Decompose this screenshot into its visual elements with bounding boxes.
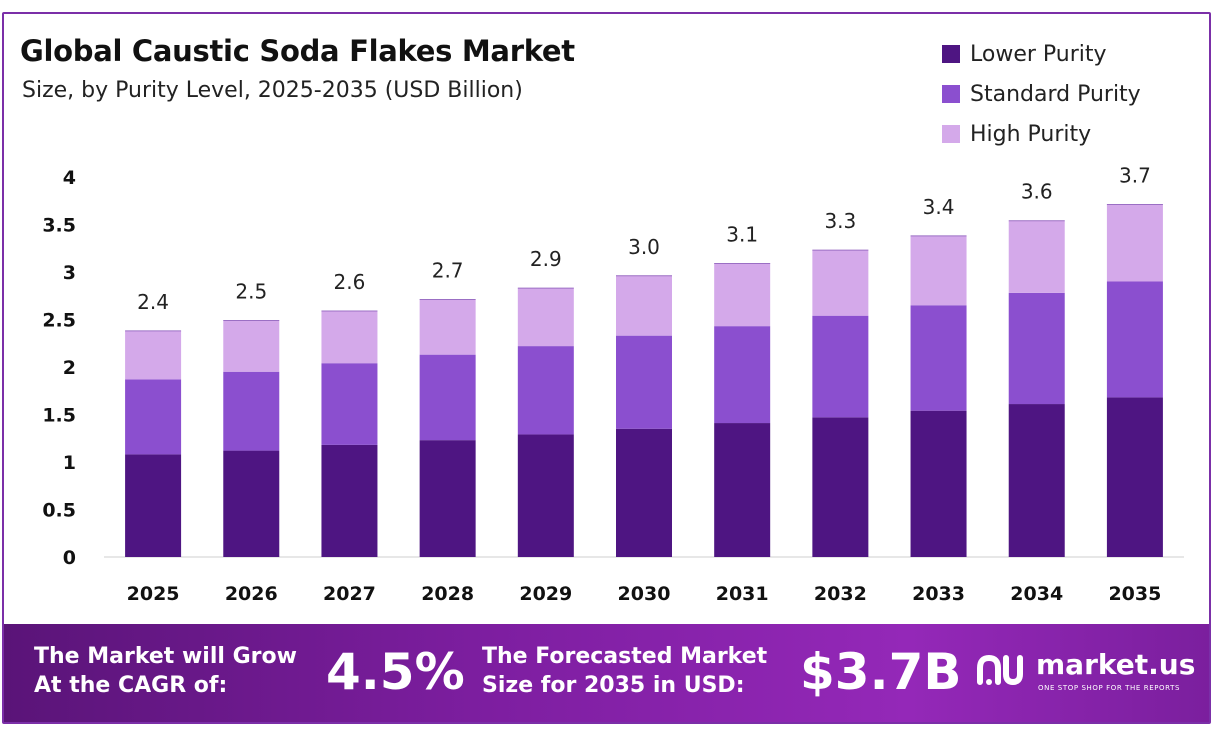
chart-plot-area: 0 0.5 1 1.5 2 2.5 3 3.5 4 2.4 2025 2.5 2026 2.6 2027 2.… [42, 164, 1184, 605]
bar-2026-lower-purity [223, 450, 280, 557]
bar-2033-high-purity [910, 235, 967, 306]
y-tick-label-1: 0.5 [42, 500, 76, 522]
data-label-2029: 2.9 [530, 247, 562, 271]
y-tick-label-6: 3 [63, 262, 76, 284]
legend-label-high-purity: High Purity [970, 121, 1092, 147]
bar-2032-lower-purity [812, 417, 869, 557]
x-tick-label-2034: 2034 [1010, 583, 1063, 605]
bar-2035-standard-purity [1106, 281, 1163, 398]
bar-2033-lower-purity [910, 410, 967, 557]
legend-swatch-lower-purity [942, 45, 960, 63]
data-label-2032: 3.3 [824, 209, 856, 233]
bar-2025-standard-purity [125, 379, 182, 455]
legend-label-lower-purity: Lower Purity [970, 41, 1107, 67]
data-label-2033: 3.4 [923, 195, 955, 219]
y-tick-label-3: 1.5 [42, 405, 76, 427]
cagr-text-line-1: The Market will Grow [34, 644, 297, 669]
y-tick-label-7: 3.5 [42, 215, 76, 237]
data-label-2025: 2.4 [137, 290, 169, 314]
cagr-text: The Market will Grow At the CAGR of: [34, 642, 297, 700]
y-tick-label-4: 2 [63, 357, 76, 379]
y-tick-label-2: 1 [63, 452, 76, 474]
data-label-2035: 3.7 [1119, 164, 1151, 188]
legend-item-standard-purity: Standard Purity [942, 74, 1141, 114]
data-label-2031: 3.1 [726, 222, 758, 246]
legend-swatch-standard-purity [942, 85, 960, 103]
forecast-text-line-1: The Forecasted Market [482, 644, 768, 669]
forecast-value: $3.7B [800, 643, 962, 701]
chart-title: Global Caustic Soda Flakes Market [20, 34, 575, 68]
bar-2029-standard-purity [517, 346, 574, 435]
x-tick-label-2030: 2030 [618, 583, 671, 605]
bar-2030-lower-purity [616, 428, 672, 557]
bar-2035-lower-purity [1106, 397, 1163, 557]
y-tick-label-0: 0 [63, 547, 76, 569]
bar-2029-lower-purity [517, 434, 574, 557]
bar-2034-high-purity [1008, 220, 1065, 293]
chart-subtitle: Size, by Purity Level, 2025-2035 (USD Bi… [22, 78, 523, 103]
brand-name: market.us [1036, 648, 1196, 681]
bar-2028-standard-purity [419, 354, 476, 441]
bar-2034-standard-purity [1008, 292, 1065, 405]
y-tick-label-8: 4 [63, 167, 76, 189]
forecast-text-line-2: Size for 2035 in USD: [482, 673, 745, 698]
x-tick-label-2025: 2025 [127, 583, 180, 605]
data-label-2034: 3.6 [1021, 180, 1053, 204]
legend-item-high-purity: High Purity [942, 114, 1141, 154]
x-tick-label-2029: 2029 [519, 583, 572, 605]
bar-2032-high-purity [812, 250, 869, 316]
data-label-2026: 2.5 [235, 279, 267, 303]
bar-2025-high-purity [125, 330, 182, 380]
data-label-2030: 3.0 [628, 235, 660, 259]
x-tick-label-2031: 2031 [716, 583, 769, 605]
market-us-logo-icon [977, 654, 1023, 686]
y-tick-label-5: 2.5 [42, 310, 76, 332]
footer-banner: The Market will Grow At the CAGR of: 4.5… [4, 624, 1209, 722]
brand-tagline: ONE STOP SHOP FOR THE REPORTS [1038, 684, 1181, 692]
data-label-2027: 2.6 [334, 270, 366, 294]
bar-2031-high-purity [714, 263, 771, 327]
chart-frame: Global Caustic Soda Flakes Market Size, … [2, 12, 1211, 724]
bar-2029-high-purity [517, 288, 574, 347]
bar-2032-standard-purity [812, 315, 869, 418]
bar-2030-high-purity [616, 275, 672, 336]
cagr-value: 4.5% [326, 643, 465, 701]
bar-2033-standard-purity [910, 305, 967, 411]
x-tick-label-2032: 2032 [814, 583, 867, 605]
chart-legend: Lower Purity Standard Purity High Purity [942, 34, 1141, 154]
bar-2035-high-purity [1106, 204, 1163, 282]
bar-2028-lower-purity [419, 440, 476, 557]
x-tick-label-2027: 2027 [323, 583, 376, 605]
x-tick-label-2035: 2035 [1108, 583, 1161, 605]
bar-2026-high-purity [223, 320, 280, 372]
x-tick-label-2026: 2026 [225, 583, 278, 605]
forecast-text: The Forecasted Market Size for 2035 in U… [482, 642, 767, 700]
data-label-2028: 2.7 [432, 259, 464, 283]
bar-2025-lower-purity [125, 454, 182, 557]
bar-2034-lower-purity [1008, 404, 1065, 557]
legend-swatch-high-purity [942, 125, 960, 143]
bar-2027-high-purity [321, 310, 378, 364]
legend-label-standard-purity: Standard Purity [970, 81, 1141, 107]
bar-2028-high-purity [419, 299, 476, 355]
x-tick-label-2033: 2033 [912, 583, 965, 605]
cagr-text-line-2: At the CAGR of: [34, 673, 228, 698]
bar-2026-standard-purity [223, 371, 280, 451]
bar-2030-standard-purity [616, 335, 672, 429]
bar-2027-standard-purity [321, 363, 378, 445]
legend-item-lower-purity: Lower Purity [942, 34, 1141, 74]
x-tick-label-2028: 2028 [421, 583, 474, 605]
brand-logo: market.us ONE STOP SHOP FOR THE REPORTS [976, 646, 1201, 696]
bar-2027-lower-purity [321, 444, 378, 557]
bar-2031-standard-purity [714, 326, 771, 424]
bar-2031-lower-purity [714, 423, 771, 557]
